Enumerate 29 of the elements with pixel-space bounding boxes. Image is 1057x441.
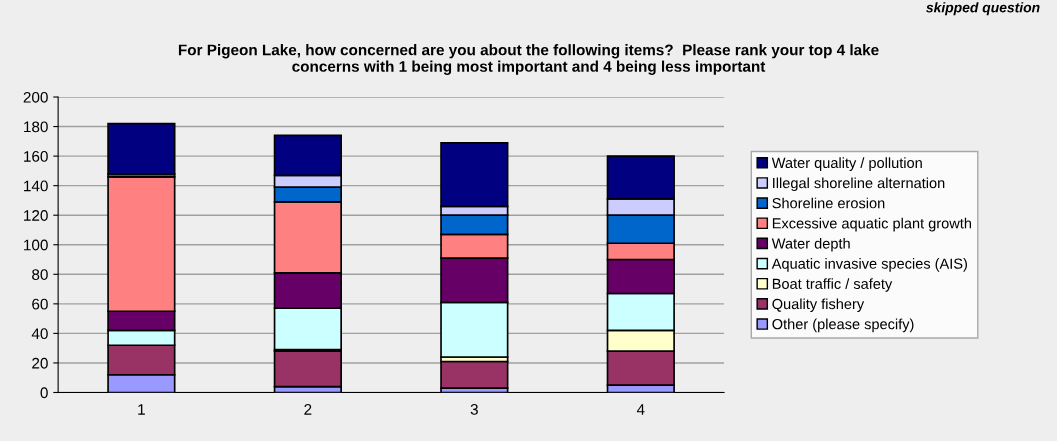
- bar: [440, 360, 509, 389]
- x-tick-label: 4: [636, 404, 645, 415]
- y-tick-label: 140: [24, 180, 48, 192]
- y-tick-label: 100: [24, 239, 48, 251]
- legend-label: Aquatic invasive species (AIS): [771, 258, 967, 272]
- x-tick-label: 2: [304, 404, 312, 415]
- y-tick-label: 160: [24, 150, 48, 162]
- legend-label: Excessive aquatic plant growth: [772, 217, 972, 232]
- bar: [107, 122, 176, 175]
- bar: [273, 350, 342, 388]
- y-tick-label: 80: [32, 269, 48, 280]
- legend-label: Other (please specify): [772, 318, 914, 333]
- legend-label: Water quality / pollution: [771, 157, 922, 171]
- chart-title: For Pigeon Lake, how concerned are you about the following items? Please rank your top 4 lake concerns with 1 being most important and 4 being less important: [178, 44, 879, 75]
- x-tick-label: 1: [138, 404, 145, 415]
- legend-label: Quality fishery: [772, 298, 865, 313]
- legend-label: Illegal shoreline alternation: [773, 177, 945, 192]
- legend-label: Boat traffic / safety: [772, 278, 893, 292]
- legend-label: Water depth: [771, 237, 850, 252]
- y-tick-label: 40: [31, 328, 48, 340]
- y-tick-label: 120: [24, 210, 48, 221]
- y-tick-label: 20: [32, 357, 48, 369]
- y-tick-label: 60: [32, 298, 48, 310]
- x-tick-label: 3: [470, 404, 478, 415]
- y-tick-label: 180: [24, 121, 48, 133]
- y-tick-label: 0: [40, 387, 48, 399]
- legend-label: Shoreline erosion: [772, 197, 885, 209]
- text: skipped question: [926, 2, 1040, 16]
- y-tick-label: 200: [23, 91, 48, 103]
